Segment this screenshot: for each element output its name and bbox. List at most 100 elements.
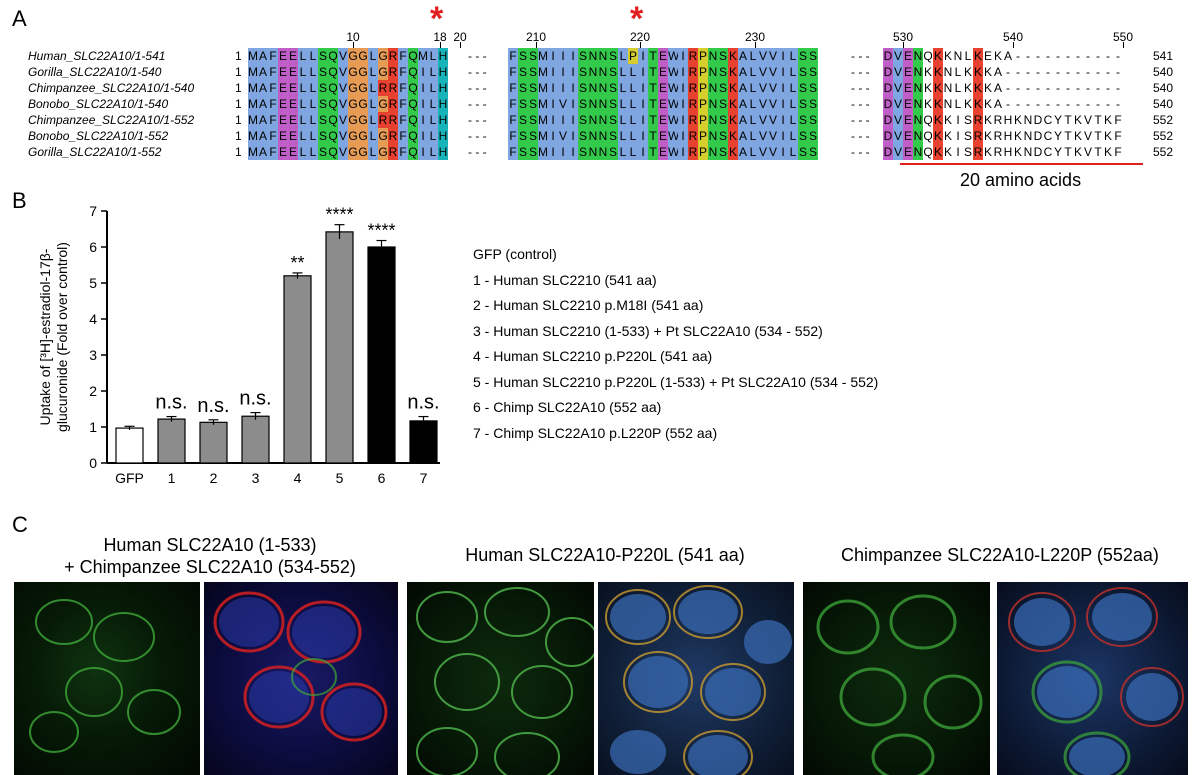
residue: L [428, 144, 438, 160]
residue: Q [408, 144, 418, 160]
alignment-position-tick [1123, 42, 1124, 48]
residue: - [1016, 49, 1020, 63]
residue: S [718, 112, 728, 128]
residue: K [1103, 144, 1113, 160]
residue: K [1073, 112, 1083, 128]
residue: E [288, 48, 298, 64]
residue: K [1013, 112, 1023, 128]
residue: S [518, 128, 528, 144]
residue: L [298, 48, 308, 64]
residue: K [983, 80, 993, 96]
residue: E [278, 112, 288, 128]
residue: N [588, 128, 598, 144]
bar [115, 427, 144, 464]
residue: G [378, 128, 388, 144]
residue: L [748, 112, 758, 128]
significance-label: n.s. [407, 392, 439, 414]
residue: S [718, 128, 728, 144]
residue: I [418, 144, 428, 160]
residue: Q [328, 144, 338, 160]
residue: P [698, 80, 708, 96]
bracket-label: 20 amino acids [960, 170, 1082, 190]
residue: L [368, 64, 378, 80]
residue: S [608, 96, 618, 112]
residue: T [1093, 144, 1103, 160]
residue: - [1106, 97, 1110, 111]
residue: P [698, 64, 708, 80]
alignment-position-tick [755, 42, 756, 48]
residue: F [268, 144, 278, 160]
residue: N [708, 80, 718, 96]
residue: G [358, 128, 368, 144]
alignment-row-end: 540 [1153, 65, 1174, 79]
residue: S [808, 112, 818, 128]
residue: F [508, 144, 518, 160]
residue: T [648, 96, 658, 112]
residue: S [808, 144, 818, 160]
y-axis-label-line2: glucuronide (Fold over control) [54, 242, 70, 432]
residue: K [993, 48, 1003, 64]
residue: E [288, 96, 298, 112]
residue: N [708, 96, 718, 112]
residue: S [578, 48, 588, 64]
residue: N [598, 64, 608, 80]
residue: S [963, 112, 973, 128]
residue: V [893, 112, 903, 128]
residue: N [708, 48, 718, 64]
residue: D [883, 112, 893, 128]
residue: - [1086, 97, 1090, 111]
alignment-position-tick [460, 42, 461, 48]
alignment-row-start: 1 [235, 145, 242, 159]
alignment-row-start: 1 [235, 81, 242, 95]
alignment-row-label: Gorilla_SLC22A10/1-552 [28, 145, 162, 159]
residue: L [788, 64, 798, 80]
alignment-gap: - - - [851, 145, 870, 159]
residue: F [398, 48, 408, 64]
residue: - [1006, 97, 1010, 111]
residue: V [758, 96, 768, 112]
residue: M [538, 48, 548, 64]
residue: L [298, 128, 308, 144]
residue: N [1023, 112, 1033, 128]
alignment-row-end: 540 [1153, 81, 1174, 95]
x-tick-label: 7 [420, 470, 428, 486]
residue: E [658, 64, 668, 80]
residue: L [628, 64, 638, 80]
alignment-row-start: 1 [235, 113, 242, 127]
residue: L [368, 112, 378, 128]
residue: V [758, 64, 768, 80]
residue: K [923, 80, 933, 96]
residue: S [518, 80, 528, 96]
alignment-position: 550 [1112, 30, 1134, 44]
residue: L [308, 128, 318, 144]
residue: L [953, 96, 963, 112]
alignment-gap: - - - [468, 97, 487, 111]
residue: E [278, 144, 288, 160]
residue: L [748, 144, 758, 160]
residue: E [278, 64, 288, 80]
residue: G [358, 64, 368, 80]
residue: - [1066, 49, 1070, 63]
residue: N [588, 80, 598, 96]
residue: V [338, 128, 348, 144]
residue: H [438, 96, 448, 112]
residue: H [1003, 128, 1013, 144]
residue: - [1036, 65, 1040, 79]
alignment-row-end: 552 [1153, 145, 1174, 159]
residue: - [1026, 65, 1030, 79]
residue: K [963, 80, 973, 96]
residue: L [368, 144, 378, 160]
residue: K [983, 144, 993, 160]
residue: L [428, 128, 438, 144]
y-tick-label: 6 [89, 239, 97, 255]
residue: N [943, 64, 953, 80]
residue: K [933, 64, 943, 80]
legend-entry: 1 - Human SLC2210 (541 aa) [473, 271, 657, 288]
residue: S [578, 96, 588, 112]
residue: S [718, 64, 728, 80]
x-tick-label: 2 [210, 470, 218, 486]
residue: G [378, 144, 388, 160]
residue: V [338, 48, 348, 64]
legend-entry: 6 - Chimp SLC22A10 (552 aa) [473, 399, 662, 415]
alignment-position-tick [1013, 42, 1014, 48]
